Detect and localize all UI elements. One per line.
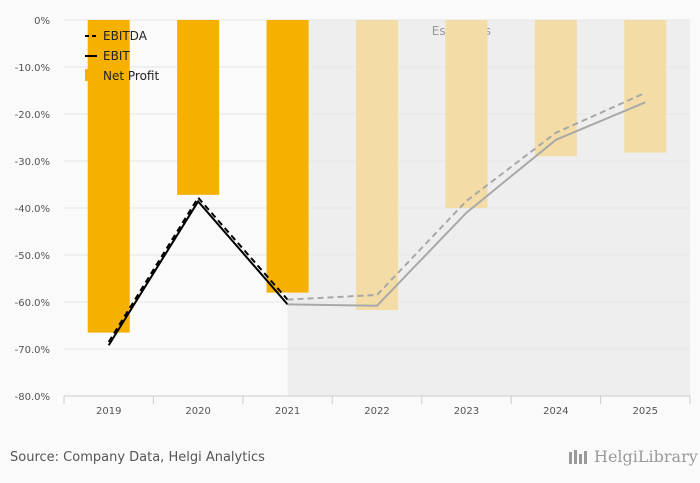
- bar-net-profit-2021: [266, 20, 309, 293]
- legend: EBITDA EBIT Net Profit: [85, 29, 159, 83]
- y-tick-label: -80.0%: [15, 392, 50, 403]
- x-tick-label: 2021: [275, 406, 300, 417]
- x-tick-label: 2024: [543, 406, 568, 417]
- y-axis: 0% -10.0% -20.0% -30.0% -40.0% -50.0% -60.0% -7…: [15, 16, 50, 403]
- y-tick-label: -20.0%: [15, 110, 50, 121]
- x-tick-label: 2019: [96, 406, 121, 417]
- legend-ebit-label: EBIT: [103, 49, 130, 63]
- brand-name: HelgiLibrary: [594, 447, 698, 466]
- legend-net-profit-label: Net Profit: [103, 69, 159, 83]
- bar-net-profit-2025: [624, 20, 667, 153]
- source-note: Source: Company Data, Helgi Analytics: [10, 450, 265, 465]
- y-tick-label: -10.0%: [15, 63, 50, 74]
- x-tick-label: 2020: [185, 406, 210, 417]
- legend-ebitda-label: EBITDA: [103, 29, 148, 43]
- y-tick-label: -70.0%: [15, 345, 50, 356]
- y-tick-label: -30.0%: [15, 157, 50, 168]
- bar-net-profit-2023: [445, 20, 488, 208]
- x-tick-label: 2025: [633, 406, 658, 417]
- bar-net-profit-2019: [87, 20, 130, 333]
- x-tick-label: 2022: [364, 406, 389, 417]
- x-axis: 2019 2020 2021 2022 2023 2024 2025: [63, 396, 691, 417]
- y-tick-label: -50.0%: [15, 251, 50, 262]
- bar-net-profit-2022: [356, 20, 398, 310]
- brand-logo: HelgiLibrary: [568, 447, 698, 466]
- bar-net-profit-2024: [534, 20, 577, 157]
- line-ebit-estimate: [287, 101, 646, 307]
- line-series: [107, 91, 646, 346]
- line-ebit-actual: [107, 199, 289, 346]
- library-logo-icon: [569, 449, 587, 464]
- legend-net-profit-swatch: [85, 69, 95, 81]
- bar-net-profit-2020: [177, 20, 220, 195]
- bar-series: [87, 20, 667, 333]
- line-ebitda-estimate: [287, 91, 646, 301]
- y-tick-label: -40.0%: [15, 204, 50, 215]
- y-tick-label: 0%: [34, 16, 50, 27]
- x-tick-label: 2023: [454, 406, 479, 417]
- y-tick-label: -60.0%: [15, 298, 50, 309]
- line-ebitda-actual: [107, 195, 289, 343]
